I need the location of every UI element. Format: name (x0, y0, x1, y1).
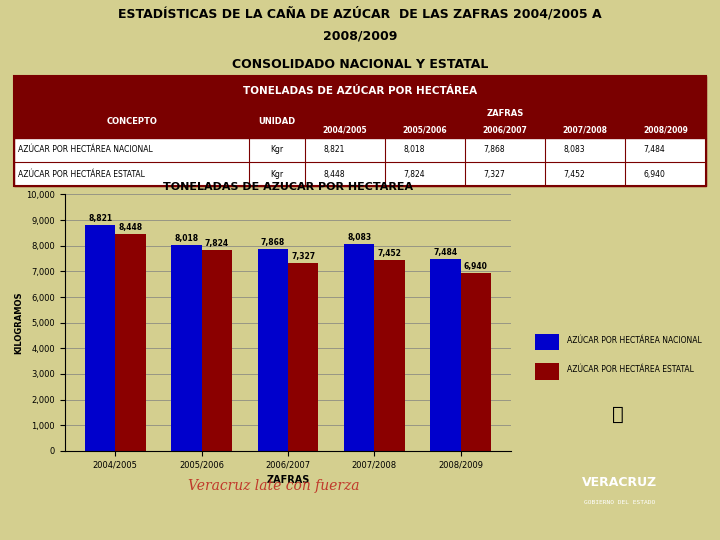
Text: ESTADÍSTICAS DE LA CAÑA DE AZÚCAR  DE LAS ZAFRAS 2004/2005 A: ESTADÍSTICAS DE LA CAÑA DE AZÚCAR DE LAS… (118, 7, 602, 21)
Text: AZÚCAR POR HECTÁREA ESTATAL: AZÚCAR POR HECTÁREA ESTATAL (18, 170, 145, 179)
Text: 8,083: 8,083 (347, 233, 372, 241)
Text: 8,821: 8,821 (323, 145, 345, 154)
Text: ZAFRAS: ZAFRAS (487, 109, 523, 118)
Text: 🛡: 🛡 (611, 405, 624, 424)
Text: GOBIERNO DEL ESTADO: GOBIERNO DEL ESTADO (584, 501, 654, 505)
Text: 2006/2007: 2006/2007 (482, 125, 528, 134)
Text: 8,018: 8,018 (174, 234, 199, 243)
Text: 6,940: 6,940 (464, 262, 487, 271)
Title: TONELADAS DE AZUCAR POR HECTAREA: TONELADAS DE AZUCAR POR HECTAREA (163, 182, 413, 192)
Text: 7,824: 7,824 (204, 239, 229, 248)
Text: 7,327: 7,327 (291, 252, 315, 261)
Bar (344, 244, 374, 451)
Text: 2008/2009: 2008/2009 (323, 30, 397, 43)
Y-axis label: KILOGRAMOS: KILOGRAMOS (14, 292, 24, 354)
Text: 7,868: 7,868 (484, 145, 505, 154)
Bar (461, 273, 491, 451)
Text: VERACRUZ: VERACRUZ (582, 476, 657, 489)
Text: 8,821: 8,821 (88, 214, 112, 222)
Text: Kgr: Kgr (271, 145, 284, 154)
X-axis label: ZAFRAS: ZAFRAS (266, 475, 310, 485)
Bar (258, 249, 288, 451)
Text: 7,452: 7,452 (377, 249, 401, 258)
Text: 7,868: 7,868 (261, 238, 285, 247)
Text: AZÚCAR POR HECTÁREA NACIONAL: AZÚCAR POR HECTÁREA NACIONAL (567, 336, 701, 345)
Text: 2007/2008: 2007/2008 (563, 125, 608, 134)
Text: 6,940: 6,940 (644, 170, 665, 179)
Text: UNIDAD: UNIDAD (258, 117, 296, 126)
Text: CONSOLIDADO NACIONAL Y ESTATAL: CONSOLIDADO NACIONAL Y ESTATAL (232, 58, 488, 71)
Bar (374, 260, 405, 451)
Text: AZÚCAR POR HECTÁREA NACIONAL: AZÚCAR POR HECTÁREA NACIONAL (18, 145, 153, 154)
Text: 8,083: 8,083 (564, 145, 585, 154)
Bar (288, 263, 318, 451)
Text: 2008/2009: 2008/2009 (643, 125, 688, 134)
Text: 7,824: 7,824 (403, 170, 425, 179)
Bar (534, 363, 559, 380)
Bar (431, 259, 461, 451)
Text: 2005/2006: 2005/2006 (402, 125, 447, 134)
Text: 8,448: 8,448 (118, 223, 143, 232)
Text: 7,327: 7,327 (483, 170, 505, 179)
Text: CONCEPTO: CONCEPTO (107, 117, 158, 126)
Bar (14, 105, 706, 138)
Bar (534, 334, 559, 350)
Text: TONELADAS DE AZÚCAR POR HECTÁREA: TONELADAS DE AZÚCAR POR HECTÁREA (243, 85, 477, 96)
Bar (14, 138, 706, 186)
Bar (115, 234, 145, 451)
Text: 7,484: 7,484 (644, 145, 665, 154)
Bar (85, 225, 115, 451)
Text: Veracruz late con fuerza: Veracruz late con fuerza (188, 479, 359, 493)
Bar (171, 245, 202, 451)
Text: 2004/2005: 2004/2005 (323, 125, 367, 134)
Text: 7,452: 7,452 (564, 170, 585, 179)
Text: Kgr: Kgr (271, 170, 284, 179)
Text: AZÚCAR POR HECTÁREA ESTATAL: AZÚCAR POR HECTÁREA ESTATAL (567, 366, 693, 374)
Bar (202, 250, 232, 451)
Text: 8,018: 8,018 (403, 145, 425, 154)
Text: 7,484: 7,484 (433, 248, 458, 257)
Bar (14, 76, 706, 105)
Text: 8,448: 8,448 (323, 170, 345, 179)
